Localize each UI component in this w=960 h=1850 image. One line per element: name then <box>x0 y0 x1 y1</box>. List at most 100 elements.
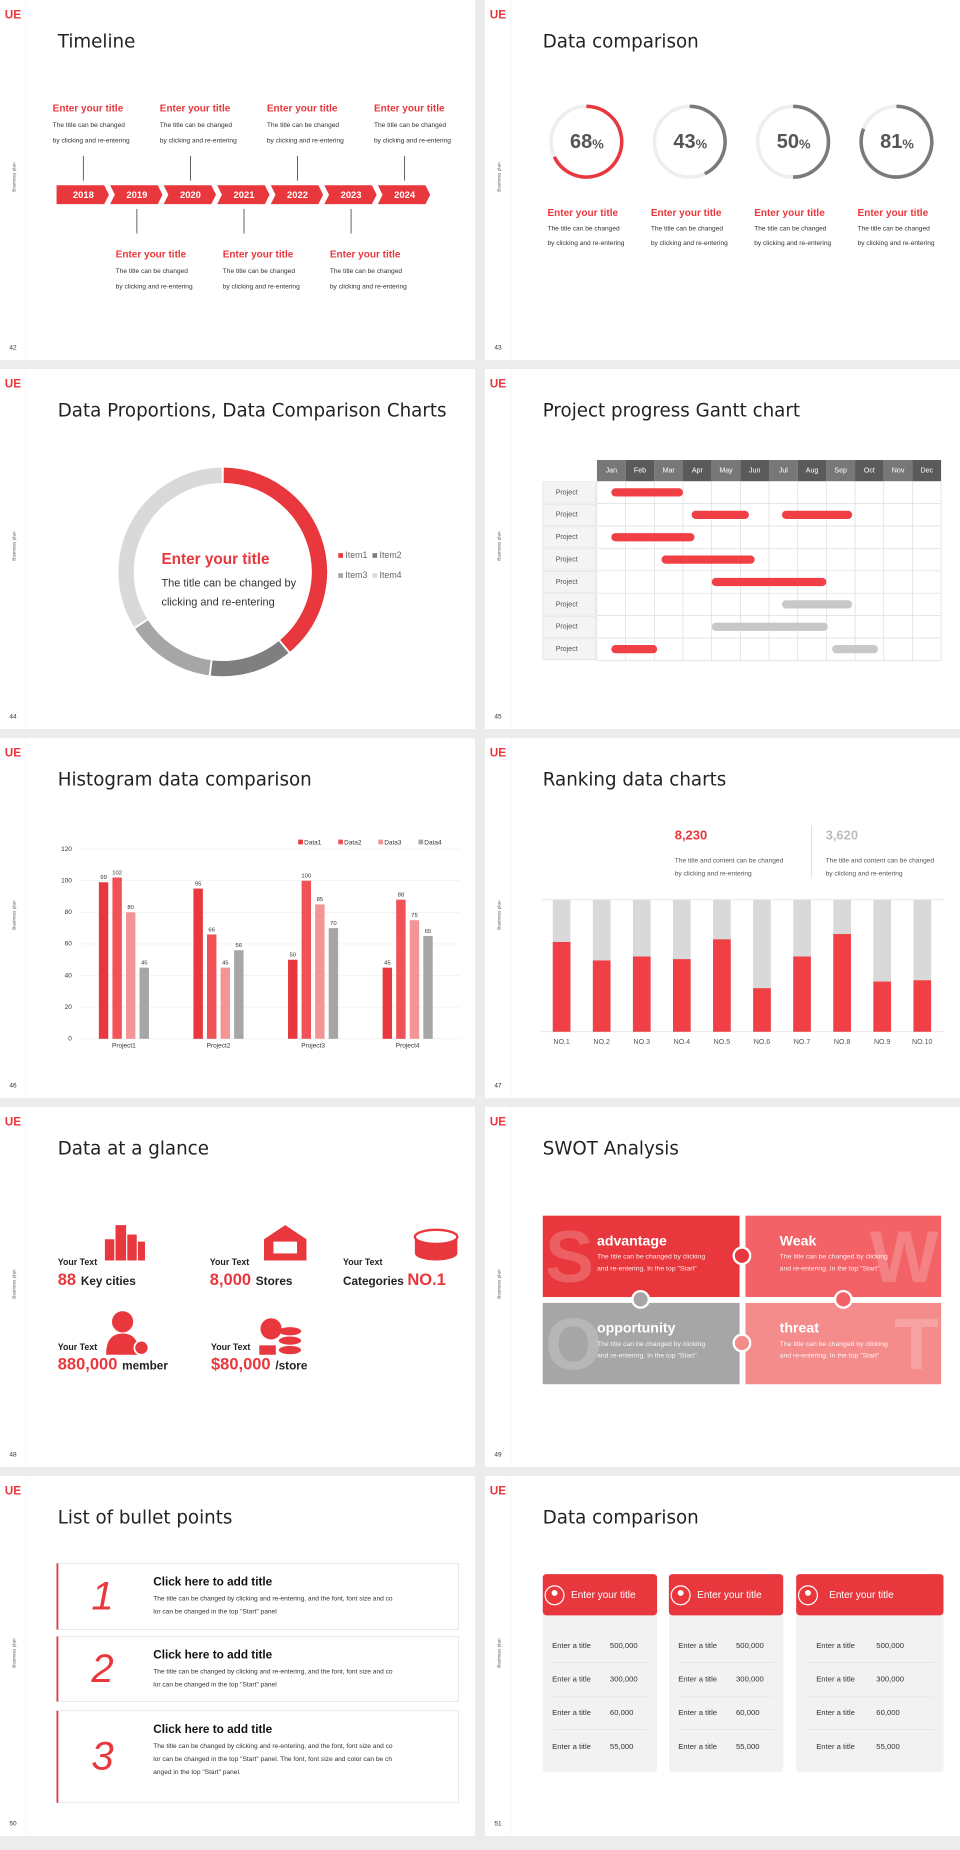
item-title: Enter your title <box>374 103 445 114</box>
ring-arc <box>552 104 624 179</box>
highlight-desc: by clicking and re-entering <box>826 871 903 878</box>
slide-title: Data comparison <box>543 32 699 53</box>
card-icon <box>797 1585 818 1606</box>
x-tick-label: NO.6 <box>754 1039 771 1046</box>
month-label: Nov <box>892 467 905 474</box>
stat-text: Stores <box>256 1275 293 1288</box>
side-label: Business plan <box>11 900 16 930</box>
legend-swatch <box>338 839 343 845</box>
bar <box>139 967 149 1039</box>
swot-desc: The title can be changed by clicking <box>597 1254 705 1261</box>
legend-label: Data3 <box>384 839 402 846</box>
slide: UE Business plan 48 Data at a glance Your Te… <box>0 1107 475 1467</box>
row-label: Enter a title <box>816 1708 855 1717</box>
swot-desc: The title can be changed by clicking <box>780 1254 888 1261</box>
slide: UE Business plan 43 Data comparison 68 % Enter… <box>485 0 960 360</box>
item-desc: The title can be changed <box>651 226 724 233</box>
y-tick-label: 80 <box>65 909 73 916</box>
slide: UE Business plan 42 Timeline 2018 2019 2020 202… <box>0 0 475 360</box>
donut-segment <box>135 620 211 676</box>
legend-label: Item4 <box>380 570 402 580</box>
row-label: Enter a title <box>552 1742 591 1751</box>
legend-swatch <box>372 573 378 578</box>
slide: UE Business plan 50 List of bullet points 1 C… <box>0 1476 475 1836</box>
icon <box>413 1228 459 1246</box>
ring-arc <box>689 104 727 176</box>
month-label: May <box>719 467 733 474</box>
row-label: Enter a title <box>552 1675 591 1684</box>
swot-desc: and re-entering. In the top "Start" <box>780 1353 880 1360</box>
item-desc: The title can be changed <box>754 226 827 233</box>
stat-value: 880,000 <box>58 1356 118 1374</box>
legend-swatch <box>372 553 378 558</box>
y-tick-label: 40 <box>65 972 73 979</box>
row-label: Project <box>556 646 578 653</box>
year-label: 2024 <box>394 189 416 200</box>
stat-label: Your Text <box>58 1257 97 1267</box>
icon <box>106 1333 140 1355</box>
legend-label: Data1 <box>304 839 322 846</box>
timeline-segment <box>324 185 377 205</box>
ring-arc <box>793 104 831 179</box>
card <box>796 1574 944 1773</box>
swot-title: threat <box>780 1320 820 1336</box>
brand-logo: UE <box>490 9 506 22</box>
bar <box>873 981 892 1032</box>
center-text: The title can be changed by <box>161 578 296 590</box>
icon <box>133 1339 150 1356</box>
row-label-cell <box>542 548 597 571</box>
data-label: 45 <box>384 960 391 966</box>
list-number: 3 <box>91 1735 113 1779</box>
gantt-bar <box>611 645 658 654</box>
slide-title: List of bullet points <box>58 1508 233 1529</box>
row-value: 55,000 <box>876 1742 899 1751</box>
stat-value: 88 <box>58 1271 76 1289</box>
icon <box>260 1318 282 1340</box>
x-tick-label: Project1 <box>112 1043 136 1050</box>
slide: UE Business plan 49 SWOT Analysis S advantage… <box>485 1107 960 1467</box>
row-label-cell <box>542 481 597 504</box>
ring-unit: % <box>592 137 604 152</box>
item-desc: The title can be changed <box>116 268 189 275</box>
slide: UE Business plan 47 Ranking data charts 8,23… <box>485 738 960 1098</box>
card-icon <box>677 1589 684 1596</box>
bar <box>753 988 771 1032</box>
row-value: 55,000 <box>610 1742 633 1751</box>
row-label: Project <box>556 601 578 608</box>
row-label: Enter a title <box>552 1708 591 1717</box>
month-header <box>740 460 770 482</box>
item-title: Enter your title <box>53 103 124 114</box>
swot-block <box>745 1302 942 1385</box>
page-number: 50 <box>9 1821 17 1828</box>
x-tick-label: NO.2 <box>593 1039 610 1046</box>
slide-title: Histogram data comparison <box>58 770 312 791</box>
timeline-segment <box>56 185 109 205</box>
row-label: Enter a title <box>678 1742 717 1751</box>
card-icon <box>544 1585 565 1606</box>
list-desc: lor can be changed in the top "Start" pa… <box>153 1682 277 1689</box>
item-desc: The title can be changed <box>374 122 447 129</box>
row-value: 60,000 <box>736 1708 759 1717</box>
row-value: 500,000 <box>876 1641 904 1650</box>
icon <box>111 1311 134 1333</box>
page-number: 48 <box>9 1452 17 1459</box>
item-desc: The title can be changed <box>53 122 126 129</box>
gantt-bar <box>781 510 853 519</box>
swot-title: advantage <box>597 1232 667 1248</box>
card-icon <box>670 1585 691 1606</box>
legend-swatch <box>298 839 303 845</box>
data-label: 45 <box>222 960 229 966</box>
list-accent <box>56 1563 59 1630</box>
gantt-bar <box>711 622 828 631</box>
row-label-cell <box>542 503 597 526</box>
year-label: 2019 <box>126 189 147 200</box>
highlight-value: 3,620 <box>826 828 858 843</box>
page-number: 42 <box>9 345 17 352</box>
month-label: Jul <box>779 467 788 474</box>
slide-title: Ranking data charts <box>543 770 726 791</box>
x-tick-label: NO.10 <box>912 1039 932 1046</box>
month-header <box>654 460 684 482</box>
brand-logo: UE <box>5 747 21 760</box>
x-tick-label: NO.5 <box>714 1039 731 1046</box>
month-header <box>683 460 712 482</box>
